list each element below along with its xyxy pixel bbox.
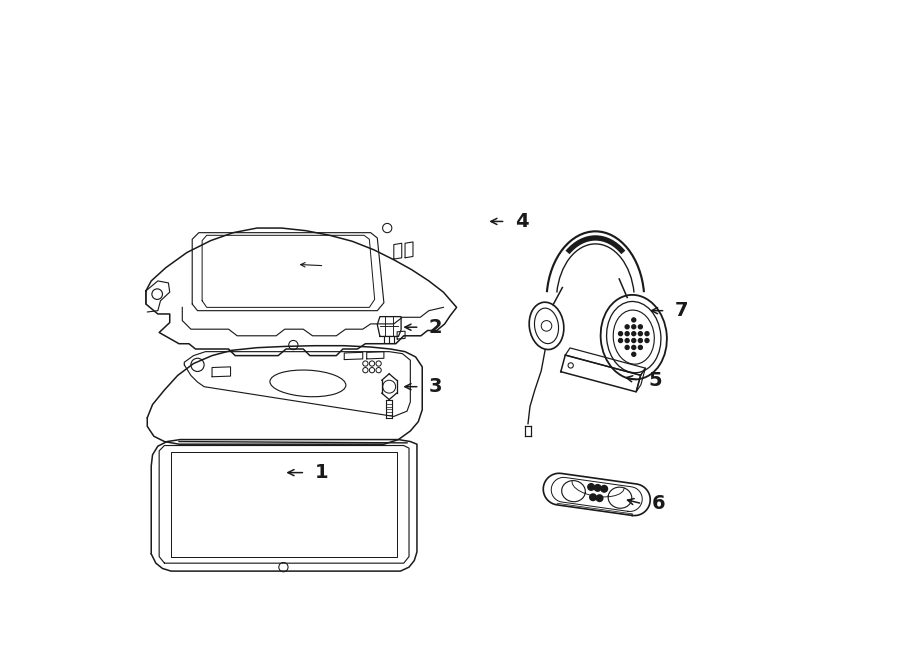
Circle shape — [601, 485, 608, 492]
Circle shape — [632, 338, 635, 342]
Circle shape — [594, 485, 601, 491]
Circle shape — [588, 484, 594, 490]
Circle shape — [618, 338, 623, 342]
Circle shape — [645, 332, 649, 336]
Text: 1: 1 — [314, 463, 328, 482]
Text: 3: 3 — [428, 377, 442, 396]
Circle shape — [626, 332, 629, 336]
Circle shape — [638, 346, 643, 350]
Circle shape — [645, 338, 649, 342]
Circle shape — [632, 325, 635, 329]
Circle shape — [626, 346, 629, 350]
Circle shape — [632, 352, 635, 356]
Circle shape — [632, 332, 635, 336]
Circle shape — [596, 495, 603, 502]
Text: 7: 7 — [675, 301, 688, 320]
Text: 4: 4 — [515, 212, 528, 231]
Circle shape — [626, 325, 629, 329]
Circle shape — [638, 332, 643, 336]
Circle shape — [618, 332, 623, 336]
Circle shape — [632, 318, 635, 322]
Text: 2: 2 — [428, 318, 443, 336]
Circle shape — [638, 338, 643, 342]
Circle shape — [626, 338, 629, 342]
Circle shape — [632, 346, 635, 350]
Circle shape — [590, 494, 597, 500]
Text: 5: 5 — [648, 371, 662, 389]
Circle shape — [638, 325, 643, 329]
Text: 6: 6 — [652, 494, 665, 513]
